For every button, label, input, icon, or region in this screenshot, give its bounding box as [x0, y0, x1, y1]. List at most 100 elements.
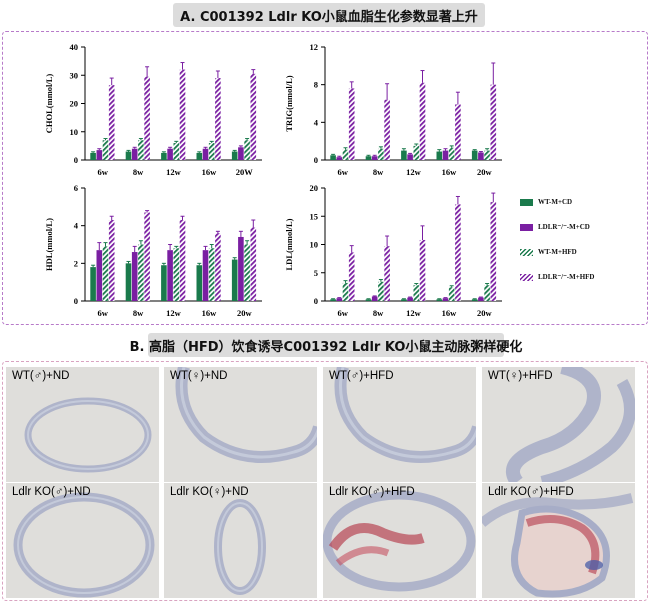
- legend-swatch: [520, 273, 533, 281]
- bar: [407, 154, 413, 160]
- y-axis-label: TRIG(mmol/L): [284, 75, 294, 131]
- bar: [413, 145, 420, 160]
- bar: [484, 150, 490, 160]
- y-tick-label: 0: [314, 155, 318, 165]
- section-a-frame: [2, 31, 648, 325]
- bar: [231, 259, 238, 301]
- bar: [378, 148, 384, 160]
- bar: [196, 152, 203, 160]
- bar: [231, 151, 238, 160]
- bar: [342, 149, 349, 160]
- bar: [336, 157, 343, 160]
- bar: [419, 239, 426, 301]
- chart-legend: WT-M+CD LDLR⁻/⁻-M+CD WT-M+HFD LDLR⁻/⁻-M+…: [520, 196, 645, 296]
- bar: [244, 140, 250, 160]
- bar: [167, 250, 173, 301]
- bar: [90, 267, 96, 301]
- bar: [102, 246, 109, 301]
- bar: [330, 299, 336, 301]
- bar: [384, 99, 390, 160]
- y-tick-label: 8: [314, 80, 318, 90]
- bar: [365, 156, 372, 160]
- x-tick-label: 8w: [133, 308, 144, 318]
- bar: [108, 220, 115, 301]
- bar: [96, 250, 103, 301]
- bar: [455, 104, 461, 160]
- y-tick-label: 15: [310, 211, 319, 221]
- histology-label: WT(♀)+HFD: [488, 370, 553, 382]
- bar: [471, 299, 478, 301]
- x-tick-label: 8w: [373, 308, 384, 318]
- bar: [167, 148, 173, 160]
- histology-tile: Ldlr KO(♂)+HFD: [323, 483, 476, 598]
- histology-tile: Ldlr KO(♀)+ND: [164, 483, 317, 598]
- histology-tile: Ldlr KO(♂)+HFD: [482, 483, 635, 598]
- legend-item-ko-hfd: LDLR⁻/⁻-M+HFD: [520, 271, 645, 283]
- bar: [348, 252, 355, 301]
- bar: [436, 299, 443, 301]
- bar: [371, 156, 378, 160]
- histology-label: WT(♂)+ND: [12, 370, 70, 382]
- histology-tile: WT(♂)+ND: [6, 367, 159, 482]
- bar: [238, 147, 244, 160]
- bar: [173, 248, 180, 301]
- x-tick-label: 6w: [98, 308, 109, 318]
- bar: [348, 88, 355, 160]
- bar: [478, 297, 484, 301]
- bar: [490, 84, 497, 160]
- y-tick-label: 0: [74, 296, 78, 306]
- bar: [442, 150, 449, 160]
- y-tick-label: 10: [310, 240, 319, 250]
- bar: [419, 82, 426, 160]
- legend-label: WT-M+CD: [538, 198, 573, 206]
- bar: [138, 140, 144, 160]
- bar: [330, 155, 336, 160]
- y-tick-label: 4: [74, 221, 79, 231]
- bar: [436, 151, 443, 160]
- section-b-frame: [2, 361, 648, 601]
- histology-label: WT(♀)+ND: [170, 370, 228, 382]
- x-tick-label: 12w: [166, 167, 182, 177]
- bar: [125, 263, 132, 301]
- section-b-title: B. 高脂（HFD）饮食诱导C001392 Ldlr KO小鼠主动脉粥样硬化: [130, 333, 522, 357]
- x-tick-label: 20w: [477, 308, 493, 318]
- bar: [250, 73, 257, 160]
- x-tick-label: 16w: [442, 308, 458, 318]
- bar: [138, 244, 144, 301]
- chart-0: 0 10 20 30 40 CHOL(mmol/L) 6w 8w 12w 16w 20W: [44, 42, 262, 177]
- bar: [208, 248, 215, 301]
- x-tick-label: 16w: [202, 167, 218, 177]
- bar: [196, 265, 203, 301]
- x-tick-label: 8w: [373, 167, 384, 177]
- histology-label: WT(♂)+HFD: [329, 370, 394, 382]
- y-axis-label: LDL(mmol/L): [284, 218, 294, 270]
- histology-tile: Ldlr KO(♂)+ND: [6, 483, 159, 598]
- x-tick-label: 20W: [236, 167, 254, 177]
- bar: [407, 297, 413, 301]
- y-tick-label: 20: [310, 183, 319, 193]
- bar: [401, 299, 407, 301]
- legend-swatch: [520, 198, 533, 206]
- y-tick-label: 10: [70, 127, 79, 137]
- bar: [131, 148, 138, 160]
- bar: [90, 152, 96, 160]
- histology-tile: WT(♂)+HFD: [323, 367, 476, 482]
- legend-item-ko-cd: LDLR⁻/⁻-M+CD: [520, 221, 645, 233]
- bar: [448, 287, 455, 301]
- histology-tile: WT(♀)+ND: [164, 367, 317, 482]
- x-tick-label: 16w: [202, 308, 218, 318]
- chart-2: 0 2 4 6 HDL(mmol/L) 6w 8w 12w 16w 20w: [44, 183, 262, 318]
- y-tick-label: 5: [314, 268, 318, 278]
- histology-label: Ldlr KO(♂)+ND: [12, 486, 91, 498]
- bar: [125, 151, 132, 160]
- bar: [455, 204, 461, 301]
- x-tick-label: 20w: [237, 308, 253, 318]
- y-tick-label: 12: [310, 42, 319, 52]
- bar: [144, 76, 150, 160]
- bar: [173, 143, 180, 160]
- bar: [238, 236, 244, 301]
- x-tick-label: 16w: [442, 167, 458, 177]
- bar: [384, 246, 390, 301]
- bar: [108, 85, 115, 160]
